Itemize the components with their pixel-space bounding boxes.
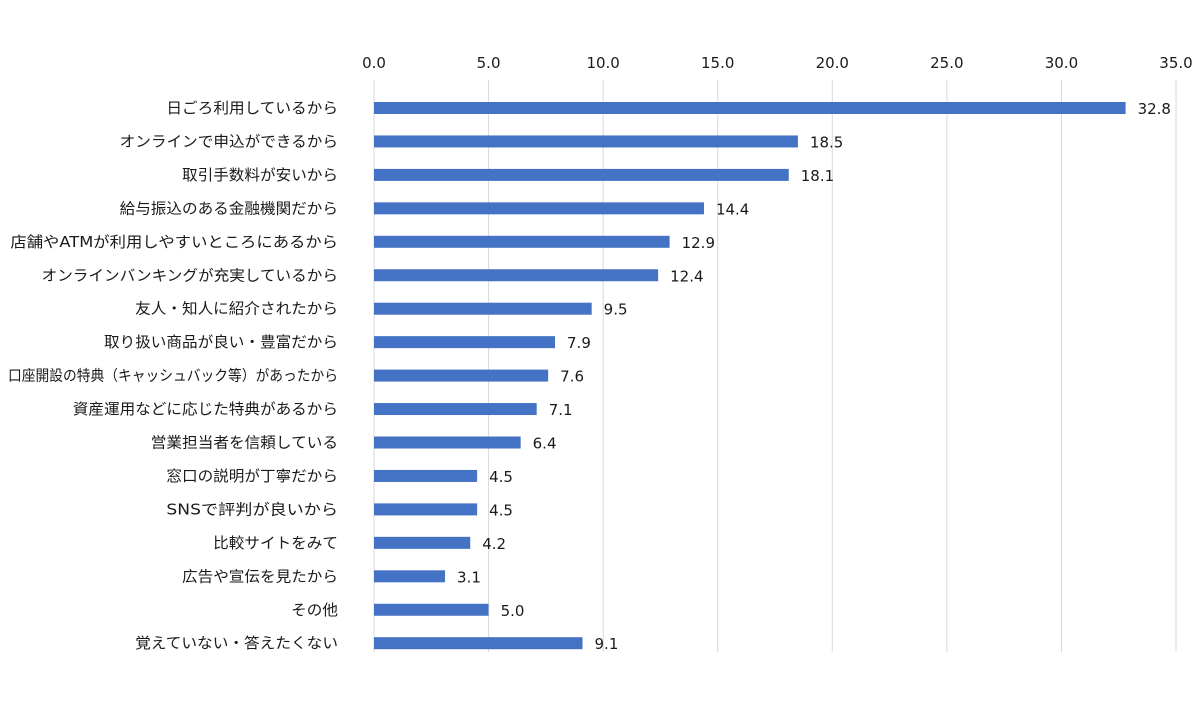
- bar: [374, 135, 798, 148]
- category-label: 給与振込のある金融機関だから: [120, 199, 338, 217]
- value-label: 4.2: [482, 535, 506, 553]
- bar: [374, 603, 489, 616]
- x-axis-ticks: 0.0 5.0 10.0 15.0 20.0 25.0 30.0 35.0: [362, 54, 1193, 72]
- x-tick-label: 10.0: [586, 54, 619, 72]
- value-label: 3.1: [457, 568, 481, 586]
- value-label: 32.8: [1138, 100, 1171, 118]
- category-label: その他: [291, 601, 338, 619]
- bar: [374, 102, 1126, 114]
- bar: [374, 336, 556, 349]
- category-label: SNSで評判が良いから: [166, 500, 338, 518]
- category-labels: 日ごろ利用しているからオンラインで申込ができるから取引手数料が安いから給与振込の…: [8, 99, 338, 652]
- value-label: 4.5: [489, 468, 513, 486]
- value-label: 7.6: [560, 368, 584, 386]
- bar: [374, 637, 583, 650]
- value-label: 7.9: [567, 334, 591, 352]
- bar: [374, 202, 704, 215]
- value-label: 12.4: [670, 267, 703, 285]
- category-label: オンラインバンキングが充実しているから: [42, 266, 338, 284]
- value-label: 6.4: [533, 435, 557, 453]
- bar: [374, 469, 478, 482]
- gridlines: [373, 80, 1177, 652]
- category-label: 日ごろ利用しているから: [166, 99, 338, 117]
- x-tick-label: 35.0: [1159, 54, 1192, 72]
- category-label: 口座開設の特典（キャッシュバック等）があったから: [8, 367, 338, 385]
- x-tick-label: 20.0: [816, 54, 849, 72]
- bar: [374, 403, 537, 416]
- bar: [374, 536, 471, 549]
- category-label: 取り扱い商品が良い・豊富だから: [104, 333, 338, 351]
- value-label: 9.1: [595, 635, 619, 653]
- bar: [374, 570, 446, 583]
- category-label: 広告や宣伝を見たから: [182, 567, 338, 585]
- category-label: 窓口の説明が丁寧だから: [166, 467, 338, 485]
- bar: [374, 369, 549, 382]
- category-label: 営業担当者を信頼している: [151, 434, 338, 452]
- x-tick-label: 25.0: [930, 54, 963, 72]
- value-label: 18.5: [810, 133, 843, 151]
- category-label: 覚えていない・答えたくない: [135, 634, 338, 652]
- x-tick-label: 30.0: [1045, 54, 1078, 72]
- bars: [374, 102, 1126, 650]
- bar: [374, 235, 670, 248]
- bar: [374, 503, 478, 516]
- value-label: 7.1: [549, 401, 573, 419]
- value-label: 4.5: [489, 501, 513, 519]
- bar: [374, 436, 521, 449]
- category-label: 友人・知人に紹介されたから: [135, 300, 338, 318]
- category-label: 資産運用などに応じた特典があるから: [73, 400, 338, 418]
- bar: [374, 269, 659, 282]
- x-tick-label: 0.0: [362, 54, 386, 72]
- x-tick-label: 5.0: [477, 54, 501, 72]
- value-label: 5.0: [501, 602, 525, 620]
- value-label: 9.5: [604, 301, 628, 319]
- bar: [374, 302, 592, 315]
- bar: [374, 168, 789, 181]
- category-label: オンラインで申込ができるから: [120, 132, 338, 150]
- category-label: 取引手数料が安いから: [182, 166, 338, 184]
- category-label: 比較サイトをみて: [213, 534, 338, 552]
- value-label: 18.1: [801, 167, 834, 185]
- value-label: 12.9: [682, 234, 715, 252]
- value-labels: 32.8 18.5 18.1 14.412.9 12.4 9.5 7.9 7.6 7.1 6.4 4…: [457, 100, 1171, 653]
- value-label: 14.4: [716, 200, 749, 218]
- category-label: 店舗やATMが利用しやすいところにあるから: [10, 233, 338, 251]
- x-tick-label: 15.0: [701, 54, 734, 72]
